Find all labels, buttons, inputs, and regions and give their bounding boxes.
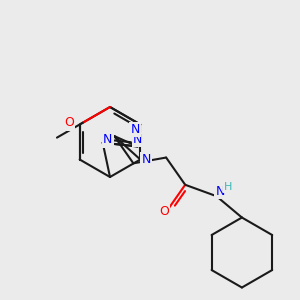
Text: H: H: [224, 182, 232, 192]
Text: N: N: [133, 133, 142, 146]
Text: N: N: [142, 153, 151, 166]
Text: N: N: [130, 123, 140, 136]
Text: O: O: [159, 206, 169, 218]
Text: O: O: [64, 116, 74, 129]
Text: N: N: [103, 133, 112, 146]
Text: N: N: [216, 185, 225, 198]
